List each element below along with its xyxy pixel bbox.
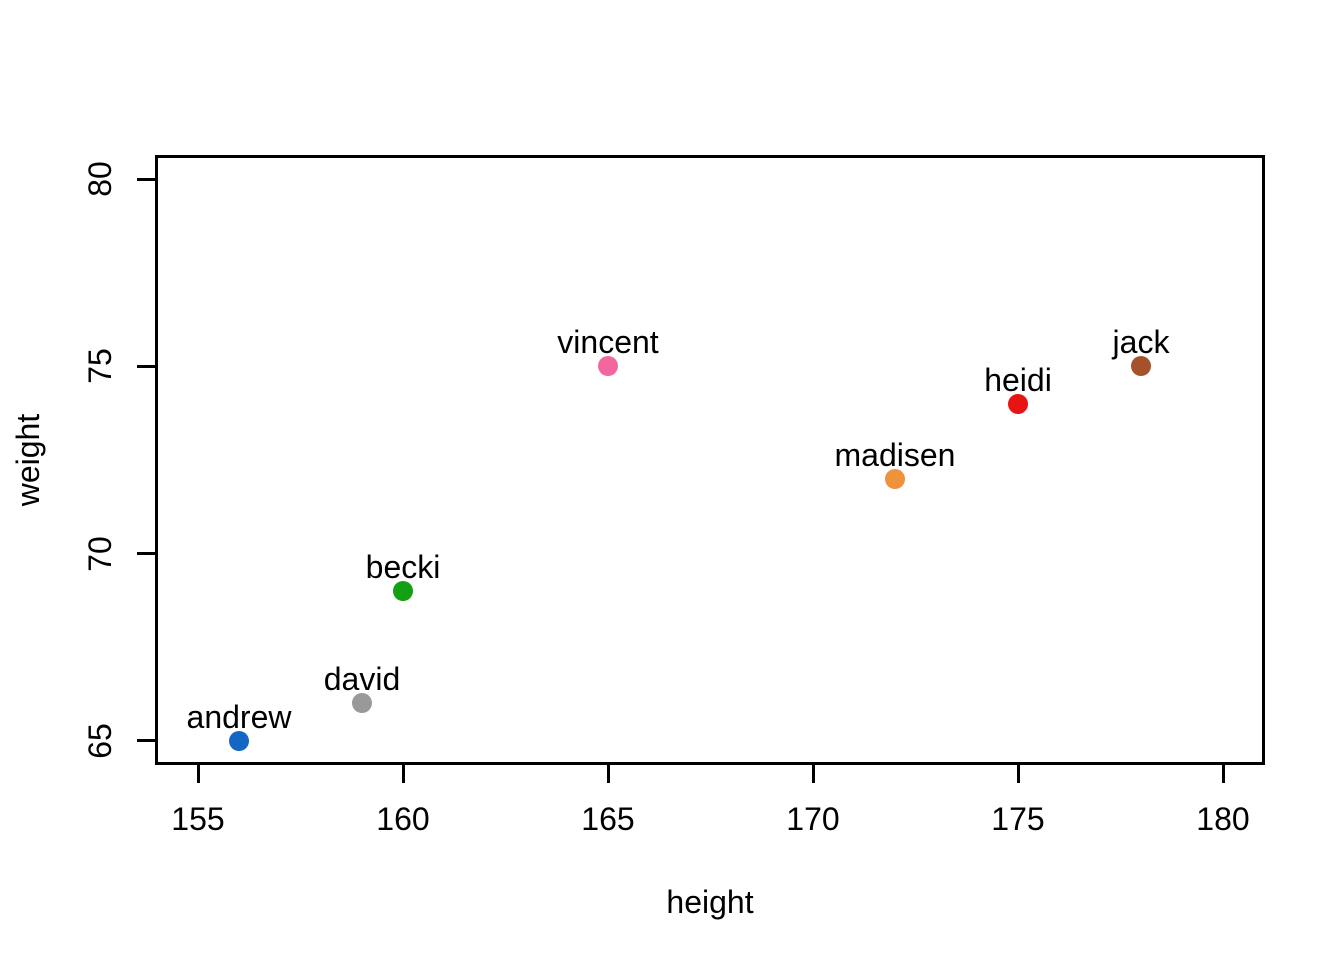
y-tick-mark: [137, 552, 157, 556]
x-tick-mark: [606, 763, 610, 783]
point-label-heidi: heidi: [984, 361, 1052, 398]
x-tick-mark: [1221, 763, 1225, 783]
point-label-jack: jack: [1112, 324, 1170, 361]
x-tick-mark: [1016, 763, 1020, 783]
y-tick-mark: [137, 177, 157, 181]
y-tick-label: 80: [82, 161, 118, 198]
y-tick-label: 65: [82, 722, 118, 759]
y-tick-label: 75: [82, 348, 118, 385]
x-tick-label: 155: [171, 801, 225, 837]
point-label-vincent: vincent: [557, 324, 659, 361]
data-point-vincent: [598, 356, 618, 377]
y-tick-label: 70: [82, 535, 118, 572]
x-tick-mark: [196, 763, 200, 783]
point-label-becki: becki: [365, 548, 441, 585]
x-tick-label: 170: [786, 801, 840, 837]
x-tick-mark: [811, 763, 815, 783]
plot-area: [155, 155, 1265, 765]
data-point-jack: [1131, 356, 1151, 377]
data-point-heidi: [1008, 393, 1028, 414]
y-tick-mark: [137, 364, 157, 368]
data-point-madisen: [885, 468, 905, 489]
data-point-andrew: [229, 730, 249, 751]
x-tick-label: 180: [1196, 801, 1250, 837]
y-axis-title: weight: [10, 413, 46, 507]
x-tick-label: 160: [376, 801, 430, 837]
x-axis-title: height: [666, 884, 754, 920]
point-label-andrew: andrew: [186, 698, 292, 735]
x-tick-label: 165: [581, 801, 635, 837]
point-label-david: david: [323, 661, 401, 698]
x-tick-mark: [401, 763, 405, 783]
x-tick-label: 175: [991, 801, 1045, 837]
point-label-madisen: madisen: [834, 436, 956, 473]
y-tick-mark: [137, 739, 157, 743]
data-point-david: [352, 693, 372, 714]
data-point-becki: [393, 580, 413, 601]
